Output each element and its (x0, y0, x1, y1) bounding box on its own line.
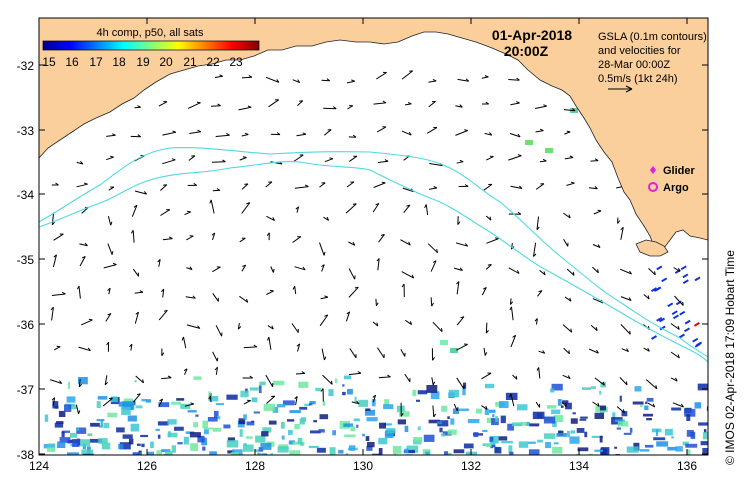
legend-argo: Argo (663, 182, 689, 194)
lon-tick-label: 128 (245, 459, 265, 473)
lat-tick-label: -33 (17, 124, 35, 138)
lon-tick-label: 124 (29, 459, 49, 473)
colorbar-tick: 17 (89, 55, 103, 69)
colorbar-tick: 21 (183, 55, 197, 69)
map-time: 20:00Z (504, 43, 549, 59)
lat-axis: -32 -33 -34 -35 -36 -37 -38 (17, 59, 35, 462)
colorbar-tick: 18 (112, 55, 126, 69)
info-line: GSLA (0.1m contours) (598, 31, 707, 43)
colorbar-tick: 16 (65, 55, 79, 69)
plot-frame (38, 17, 709, 456)
lat-tick-label: -37 (17, 383, 35, 397)
argo-marker-icon (648, 182, 658, 192)
colorbar-tick: 15 (42, 55, 56, 69)
kangaroo-island (635, 239, 669, 257)
axis-ticks (38, 18, 708, 455)
lon-tick-label: 126 (137, 459, 157, 473)
map-date: 01-Apr-2018 (492, 27, 572, 43)
lat-tick-label: -38 (17, 448, 35, 462)
gsla-contour-1 (39, 147, 708, 358)
scale-arrow-icon (608, 85, 633, 93)
colorbar-tick: 22 (206, 55, 220, 69)
land-area (39, 18, 708, 253)
credit-text: © IMOS 02-Apr-2018 17:09 Hobart Time (723, 250, 737, 465)
legend-glider: Glider (663, 165, 696, 177)
colorbar: 4h comp, p50, all sats 15 16 17 18 19 20… (42, 27, 260, 69)
lon-tick-label: 130 (353, 459, 373, 473)
info-line: 0.5m/s (1kt 24h) (598, 73, 677, 85)
lat-tick-label: -34 (17, 188, 35, 202)
lon-axis: 124 126 128 130 132 134 136 (29, 459, 697, 473)
colorbar-tick: 23 (229, 55, 243, 69)
lon-tick-label: 136 (677, 459, 697, 473)
legend: Glider Argo (648, 165, 696, 194)
info-line: and velocities for (598, 45, 681, 57)
lat-tick-label: -32 (17, 59, 35, 73)
info-line: 28-Mar 00:00Z (598, 59, 670, 71)
lat-tick-label: -35 (17, 253, 35, 267)
gsla-contour-2 (39, 161, 708, 363)
colorbar-gradient (42, 40, 260, 51)
map-title: 4h comp, p50, all sats (96, 27, 204, 39)
lon-tick-label: 132 (461, 459, 481, 473)
colorbar-tick: 20 (159, 55, 173, 69)
glider-marker-icon (650, 166, 656, 174)
lat-tick-label: -36 (17, 318, 35, 332)
velocity-arrows (50, 70, 684, 418)
colorbar-tick: 19 (136, 55, 150, 69)
lon-tick-label: 134 (569, 459, 589, 473)
